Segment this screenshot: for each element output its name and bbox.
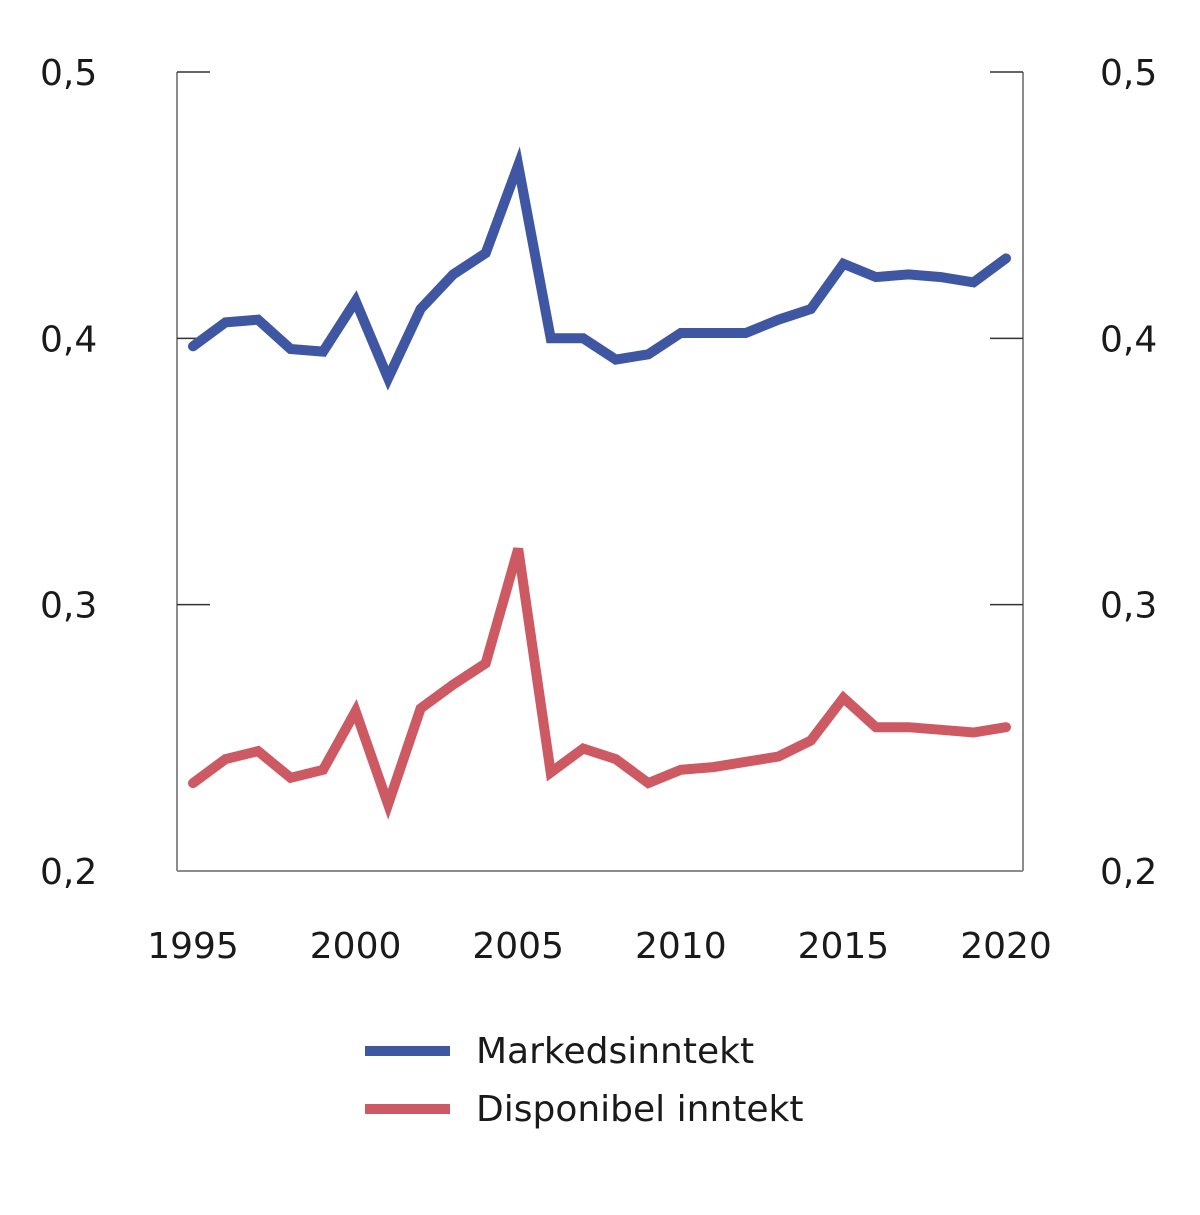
y-tick-label: 0,3	[40, 586, 97, 627]
y-tick-label: 0,5	[40, 53, 97, 94]
axes	[176, 72, 1024, 872]
legend-swatch-disponibel-inntekt	[365, 1104, 450, 1114]
legend-swatch-markedsinntekt	[365, 1046, 450, 1056]
y-tick-label-right: 0,2	[1100, 852, 1157, 893]
legend-item-markedsinntekt: Markedsinntekt	[365, 1022, 803, 1080]
series-line-markedsinntekt	[188, 146, 1011, 391]
y-tick-label-right: 0,5	[1100, 53, 1157, 94]
x-tick-label: 2005	[472, 926, 564, 967]
legend-label: Markedsinntekt	[476, 1030, 755, 1072]
legend-label: Disponibel inntekt	[476, 1088, 804, 1130]
legend-item-disponibel-inntekt: Disponibel inntekt	[365, 1080, 803, 1138]
right-y-axis: 0,2 0,3 0,4 0,5	[990, 53, 1157, 893]
y-tick-label-right: 0,4	[1100, 319, 1157, 360]
left-y-axis: 0,2 0,3 0,4 0,5	[40, 53, 210, 893]
legend: Markedsinntekt Disponibel inntekt	[365, 1022, 803, 1138]
line-chart: 0,2 0,3 0,4 0,5 0,2 0,3 0,4 0,5 1995 2000 2005 20…	[40, 53, 1157, 967]
x-axis: 1995 2000 2005 2010 2015 2020	[147, 926, 1052, 967]
series-group	[188, 146, 1011, 820]
x-tick-label: 2020	[960, 926, 1052, 967]
y-tick-label: 0,4	[40, 319, 97, 360]
y-tick-label-right: 0,3	[1100, 586, 1157, 627]
x-tick-label: 2010	[635, 926, 727, 967]
series-line-disponibel-inntekt	[188, 547, 1011, 820]
x-tick-label: 1995	[147, 926, 239, 967]
y-tick-label: 0,2	[40, 852, 97, 893]
x-tick-label: 2015	[798, 926, 890, 967]
x-tick-label: 2000	[310, 926, 402, 967]
